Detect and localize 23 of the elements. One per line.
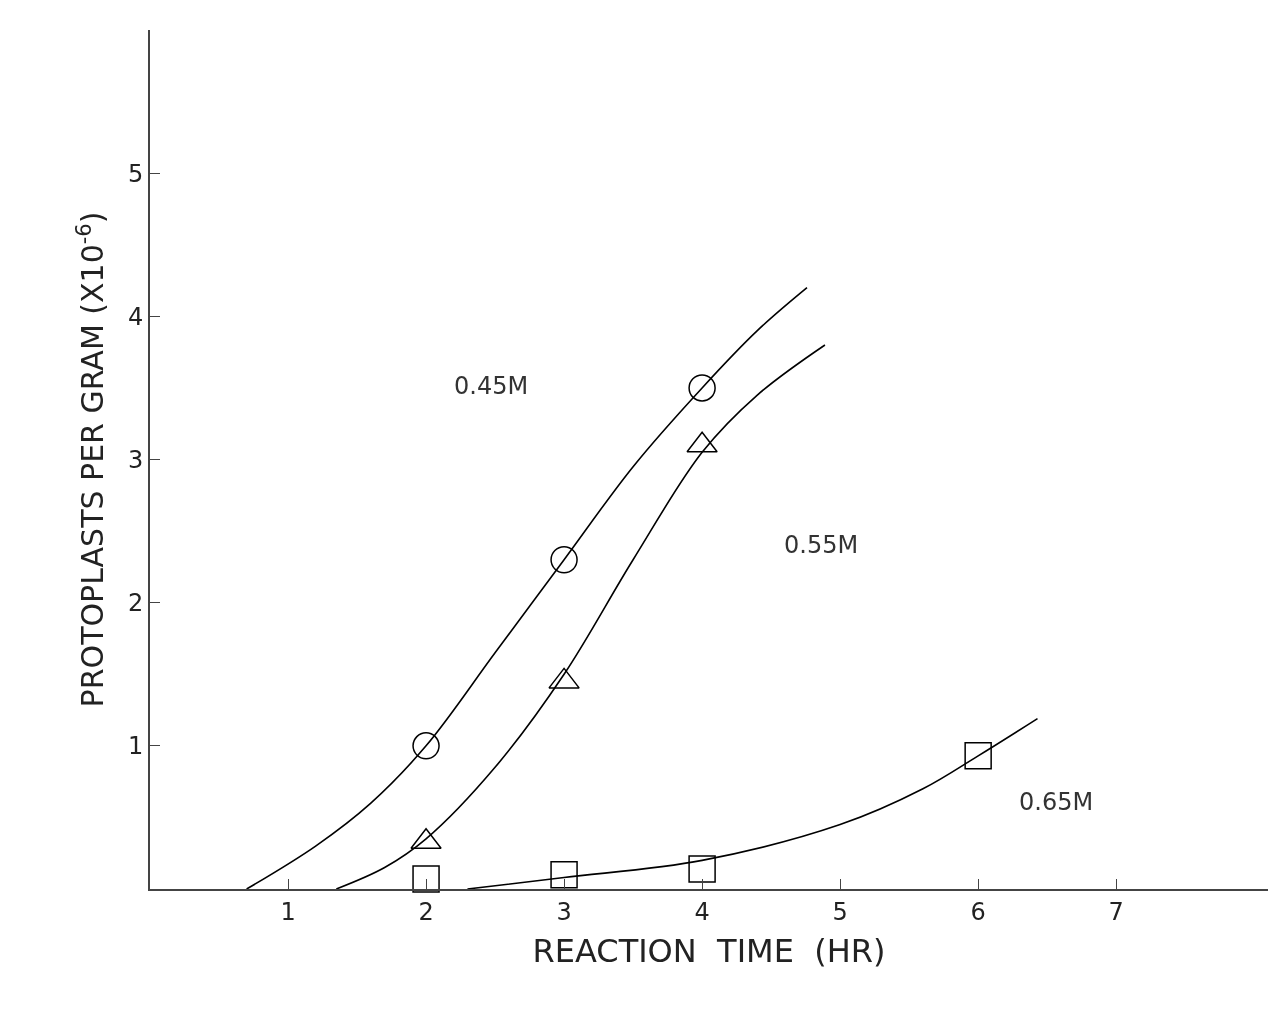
x-tick-label: 7 xyxy=(1108,897,1124,926)
point xyxy=(412,732,440,760)
annotation: 0.65M xyxy=(1019,788,1094,816)
x-tick-label: 1 xyxy=(280,897,296,926)
point xyxy=(688,374,716,402)
x-tick-label: 4 xyxy=(694,897,710,926)
y-tick-label: 1 xyxy=(127,732,144,761)
annotation: 0.55M xyxy=(784,531,859,559)
y-tick-label: 4 xyxy=(127,302,144,331)
y-tick-label: 2 xyxy=(127,589,144,618)
x-axis-title: REACTION TIME (HR) xyxy=(532,932,886,971)
point xyxy=(550,545,578,574)
x-tick-label: 3 xyxy=(556,897,572,926)
x-tick-label: 5 xyxy=(832,897,848,926)
point xyxy=(964,742,992,770)
point xyxy=(412,865,440,893)
y-tick-label: 5 xyxy=(127,159,144,188)
annotation: 0.45M xyxy=(454,372,529,400)
x-tick-label: 6 xyxy=(970,897,986,926)
x-tick-label: 2 xyxy=(418,897,434,926)
y-tick-label: 3 xyxy=(127,445,144,474)
point xyxy=(688,855,716,883)
point xyxy=(550,860,578,889)
